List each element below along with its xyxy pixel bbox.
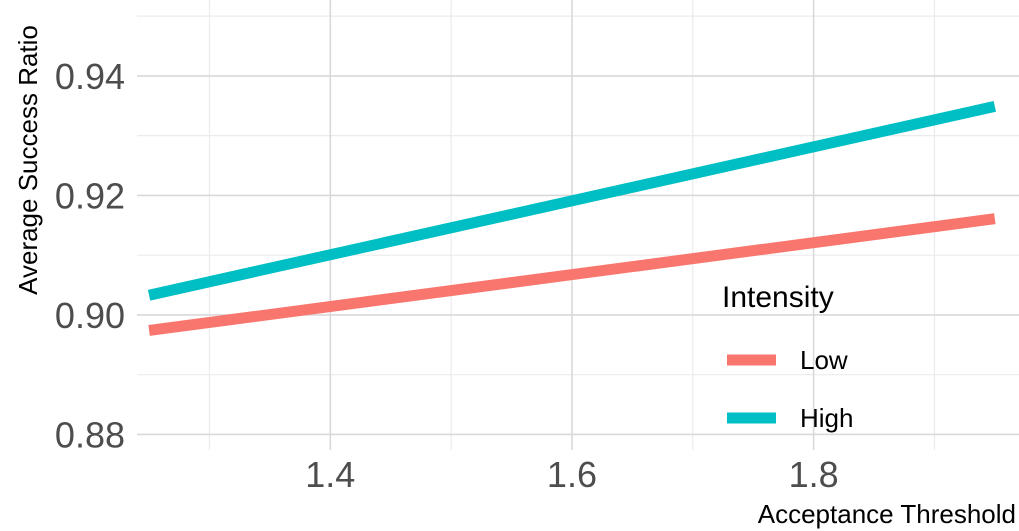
x-axis-ticks: 1.4 1.6 1.8 bbox=[305, 454, 838, 495]
legend-items: Low High bbox=[727, 345, 853, 433]
legend: Intensity Low High bbox=[722, 281, 853, 433]
y-axis-ticks: 0.88 0.90 0.92 0.94 bbox=[55, 56, 125, 456]
series-lines bbox=[147, 101, 997, 336]
legend-label-high: High bbox=[800, 403, 853, 433]
x-tick-label: 1.6 bbox=[547, 454, 597, 495]
x-tick-label: 1.8 bbox=[789, 454, 839, 495]
series-line-low bbox=[148, 213, 996, 336]
y-tick-label: 0.88 bbox=[55, 414, 125, 455]
legend-title: Intensity bbox=[722, 281, 834, 314]
y-tick-label: 0.90 bbox=[55, 295, 125, 336]
y-axis-title: Average Success Ratio bbox=[13, 25, 43, 295]
x-tick-label: 1.4 bbox=[305, 454, 355, 495]
y-tick-label: 0.92 bbox=[55, 175, 125, 216]
plot-panel bbox=[137, 0, 1019, 450]
y-tick-label: 0.94 bbox=[55, 56, 125, 97]
minor-grid bbox=[137, 0, 1019, 450]
series-line-high bbox=[147, 101, 997, 301]
legend-label-low: Low bbox=[800, 345, 848, 375]
x-axis-title: Acceptance Threshold bbox=[758, 499, 1016, 529]
